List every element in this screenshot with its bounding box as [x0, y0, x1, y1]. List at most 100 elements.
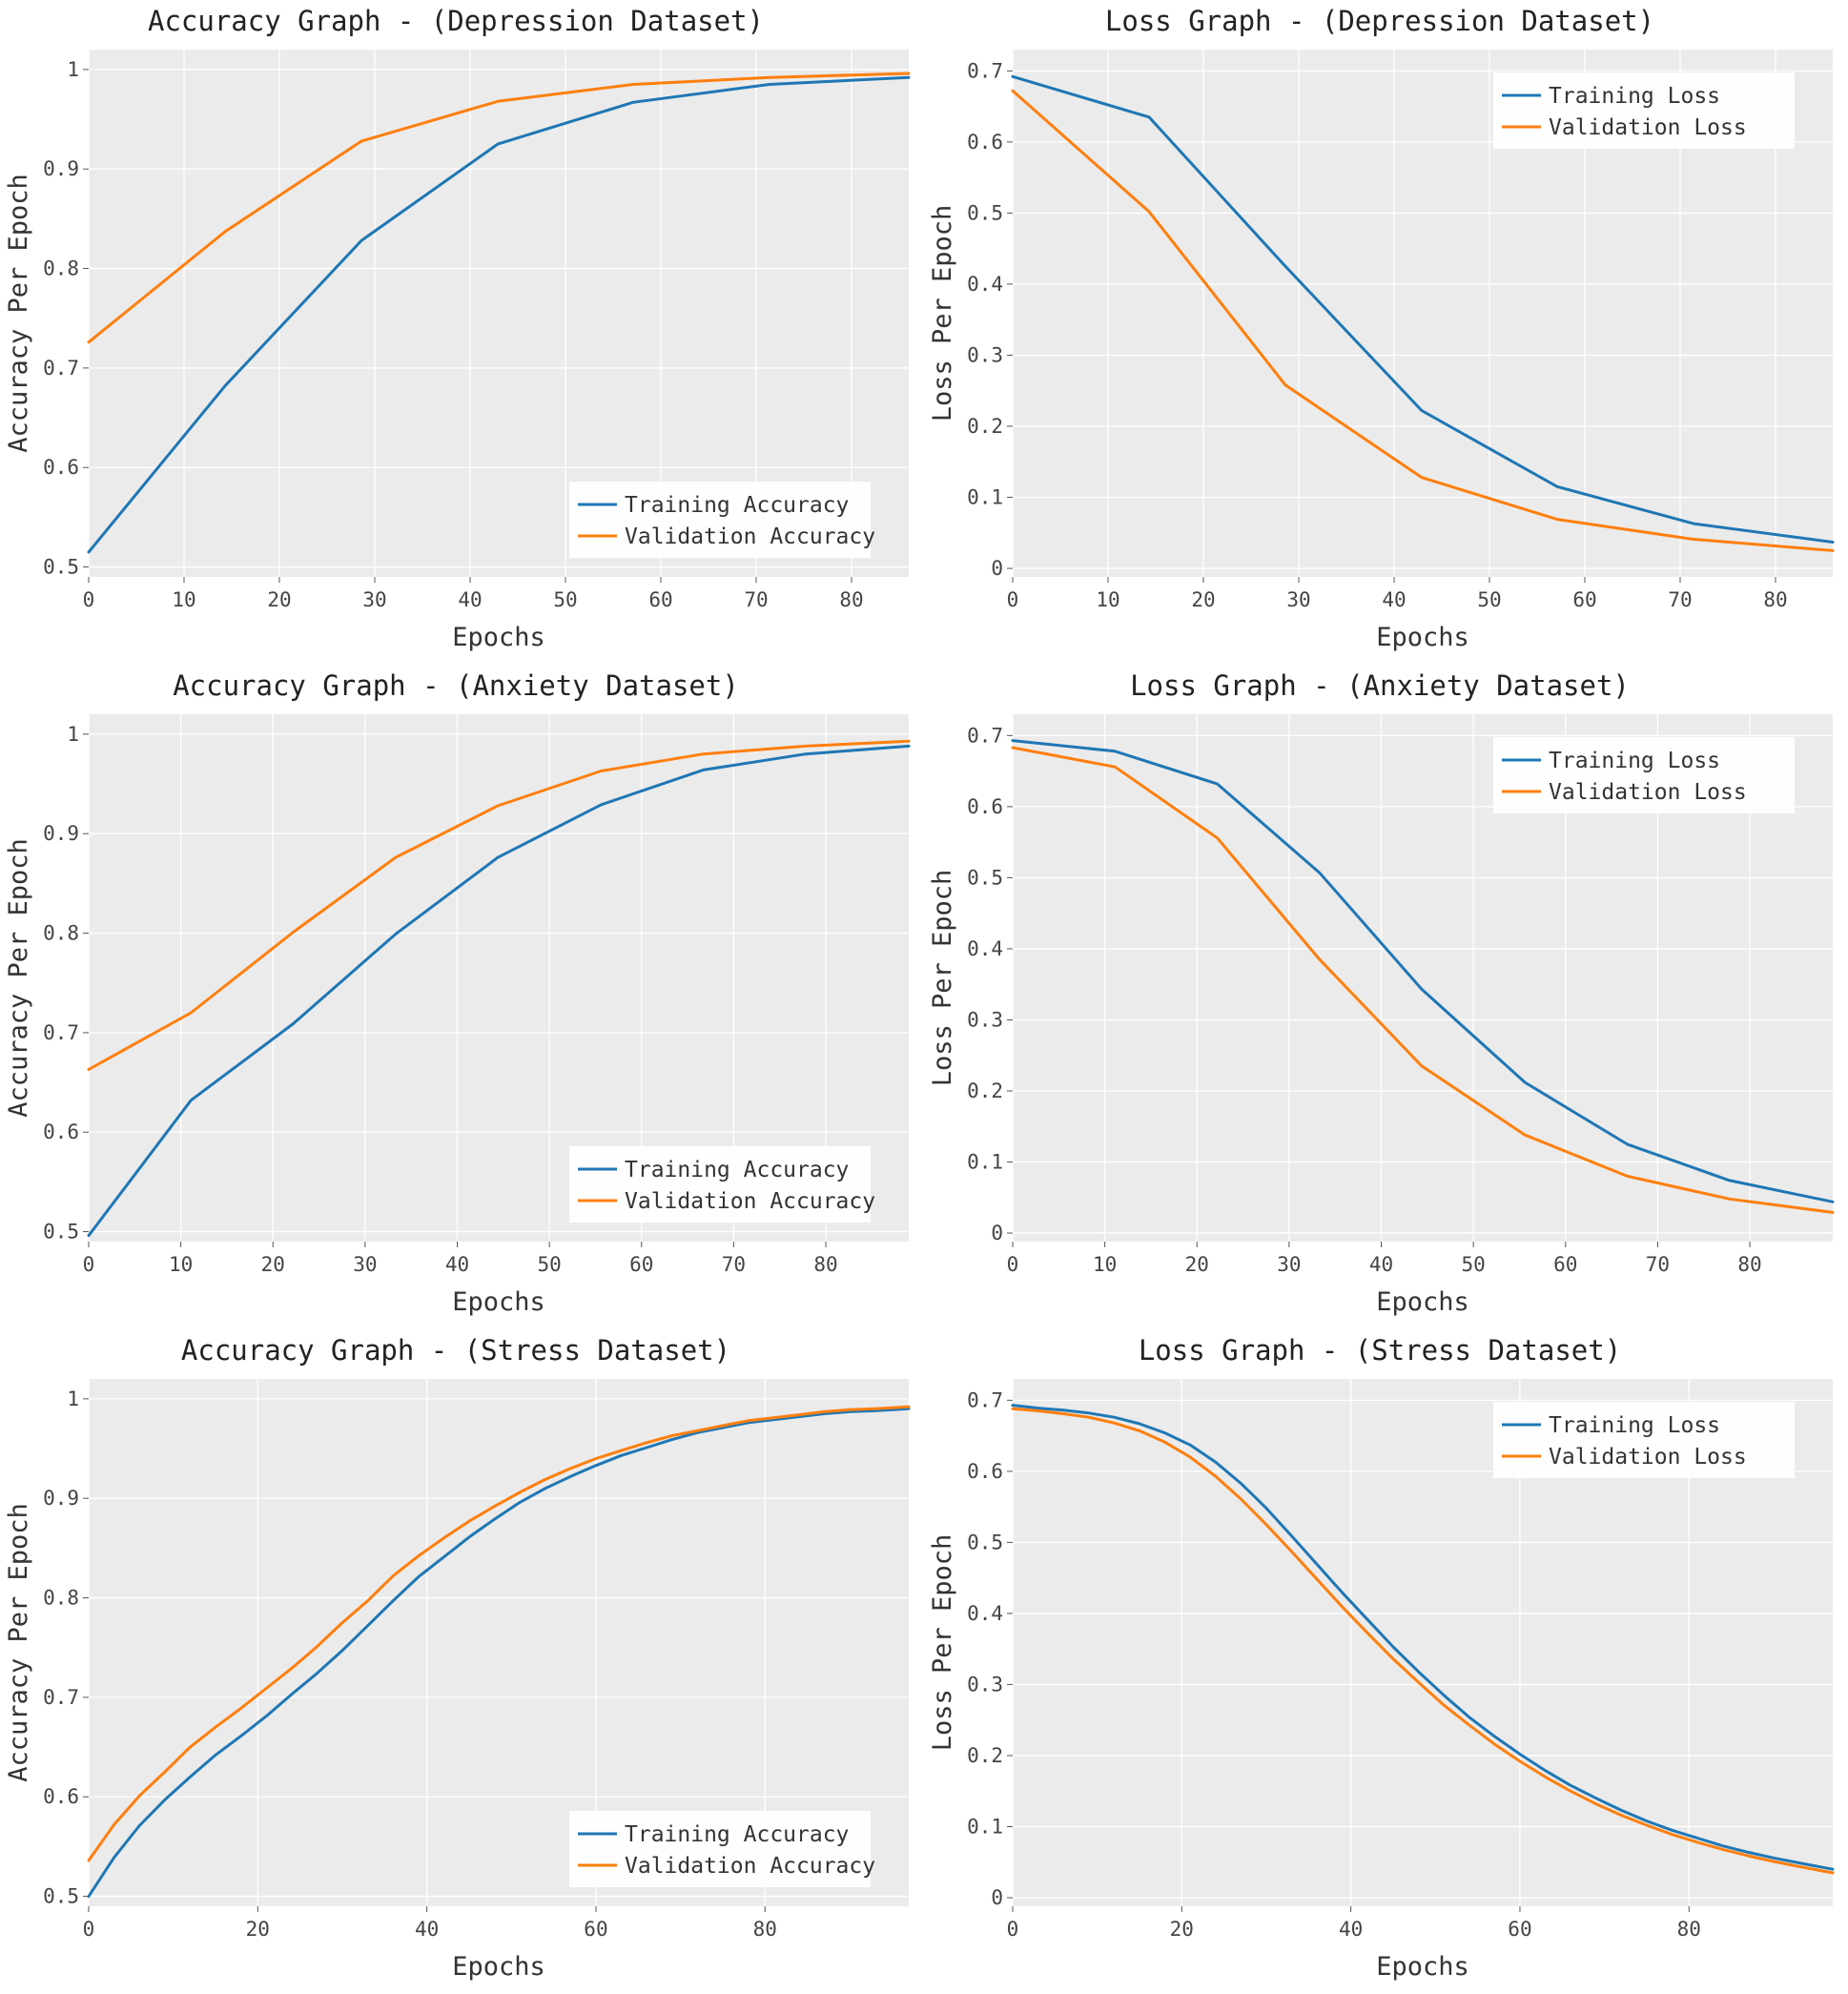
panel-accuracy-depression: 0 10 20 30 40 50 60 70 80 0.5 0.6 0.7 0.8 0.9 1 Accurac…: [0, 0, 924, 665]
x-tick-label: 60: [1553, 1253, 1577, 1276]
panel-accuracy-stress: 0 20 40 60 80 0.5 0.6 0.7 0.8 0.9 1 Accuracy Graph …: [0, 1329, 924, 1994]
y-tick-label: 0.7: [967, 724, 1003, 747]
x-tick-label: 80: [1737, 1253, 1761, 1276]
y-tick-label: 1: [67, 58, 79, 81]
x-tick-label: 20: [1170, 1918, 1194, 1941]
x-tick-label: 10: [1093, 1253, 1117, 1276]
y-tick-label: 0.8: [43, 922, 79, 945]
chart-svg: 0 10 20 30 40 50 60 70 80 0.5 0.6 0.7 0.8 0.9 1 Accurac…: [4, 669, 911, 1317]
chart-title: Accuracy Graph - (Depression Dataset): [148, 5, 764, 37]
x-axis-label: Epochs: [452, 623, 545, 652]
y-tick-label: 0.9: [43, 822, 79, 845]
y-tick-label: 0.2: [967, 1744, 1003, 1767]
x-tick-label: 60: [584, 1918, 607, 1941]
legend-label-training-accuracy: Training Accuracy: [625, 1822, 849, 1847]
series-line-training-loss: [1011, 74, 1835, 544]
y-tick-label: 0: [991, 1222, 1003, 1244]
y-tick-label: 0.5: [43, 556, 79, 579]
chart-svg: 0 10 20 30 40 50 60 70 80 0.5 0.6 0.7 0.8 0.9 1 Accurac…: [4, 5, 911, 652]
x-tick-label: 30: [362, 588, 386, 611]
y-tick-label: 0.9: [43, 157, 79, 180]
y-tick-label: 0.4: [967, 1602, 1003, 1625]
chart-title: Loss Graph - (Anxiety Dataset): [1130, 669, 1630, 702]
y-tick-label: 0.3: [967, 343, 1003, 366]
x-tick-label: 60: [648, 588, 672, 611]
x-tick-label: 30: [1277, 1253, 1301, 1276]
y-axis-label: Loss Per Epoch: [928, 870, 957, 1087]
y-tick-label: 0.9: [43, 1487, 79, 1510]
series-line-validation-accuracy: [87, 1405, 911, 1862]
y-tick-label: 0.5: [967, 1531, 1003, 1553]
y-tick-label: 0.3: [967, 1673, 1003, 1696]
y-tick-label: 0.1: [967, 1151, 1003, 1174]
y-axis-label: Accuracy Per Epoch: [4, 174, 33, 453]
x-axis-label: Epochs: [1376, 1287, 1469, 1317]
chart-svg: 0 20 40 60 80 0 0.1 0.2 0.3 0.4 0.5 0.6 0.7 Loss Grap…: [928, 1334, 1835, 1982]
y-tick-label: 0.1: [967, 1816, 1003, 1839]
x-tick-label: 0: [1007, 1253, 1019, 1276]
legend-label-validation-accuracy: Validation Accuracy: [625, 1854, 875, 1879]
y-tick-label: 0.5: [43, 1885, 79, 1908]
legend-box: [1493, 737, 1795, 813]
legend: Training Loss Validation Loss: [1493, 1402, 1795, 1478]
x-axis-label: Epochs: [1376, 623, 1469, 652]
x-tick-label: 20: [261, 1253, 285, 1276]
x-tick-label: 70: [722, 1253, 746, 1276]
y-tick-label: 0.8: [43, 1587, 79, 1610]
x-tick-label: 0: [1007, 588, 1019, 611]
y-tick-label: 0.6: [967, 795, 1003, 818]
chart-title: Loss Graph - (Stress Dataset): [1139, 1334, 1621, 1367]
legend-box: [1493, 1402, 1795, 1478]
x-tick-label: 80: [753, 1918, 777, 1941]
legend: Training Accuracy Validation Accuracy: [569, 1811, 875, 1887]
series-line-training-accuracy: [87, 75, 911, 554]
series-line-training-accuracy: [87, 1407, 911, 1899]
panel-accuracy-anxiety: 0 10 20 30 40 50 60 70 80 0.5 0.6 0.7 0.8 0.9 1 Accurac…: [0, 665, 924, 1329]
y-axis-label: Accuracy Per Epoch: [4, 1503, 33, 1782]
y-axis-label: Loss Per Epoch: [928, 1534, 957, 1752]
x-tick-label: 20: [1191, 588, 1215, 611]
x-axis-label: Epochs: [1376, 1952, 1469, 1982]
legend-label-training-accuracy: Training Accuracy: [625, 493, 849, 518]
chart-title: Loss Graph - (Depression Dataset): [1105, 5, 1654, 37]
panel-loss-stress: 0 20 40 60 80 0 0.1 0.2 0.3 0.4 0.5 0.6 0.7 Loss Grap…: [924, 1329, 1848, 1994]
legend-label-training-loss: Training Loss: [1549, 749, 1720, 773]
x-tick-label: 70: [744, 588, 768, 611]
x-tick-label: 40: [458, 588, 482, 611]
x-tick-label: 80: [1677, 1918, 1701, 1941]
chart-title: Accuracy Graph - (Anxiety Dataset): [173, 669, 739, 702]
legend: Training Loss Validation Loss: [1493, 72, 1795, 149]
series-line-validation-loss: [1011, 89, 1835, 552]
x-tick-label: 70: [1646, 1253, 1670, 1276]
x-tick-label: 40: [1382, 588, 1406, 611]
y-tick-label: 0.5: [43, 1221, 79, 1244]
y-tick-label: 0.5: [967, 866, 1003, 889]
panel-loss-anxiety: 0 10 20 30 40 50 60 70 80 0 0.1 0.2 0.3 0.4 0.5 0.6 0.7 L…: [924, 665, 1848, 1329]
x-tick-label: 80: [1763, 588, 1787, 611]
x-tick-label: 30: [353, 1253, 377, 1276]
x-axis-label: Epochs: [452, 1952, 545, 1982]
series-line-training-loss: [1011, 1404, 1835, 1871]
x-tick-label: 40: [445, 1253, 469, 1276]
y-tick-label: 0.7: [43, 357, 79, 380]
legend: Training Accuracy Validation Accuracy: [569, 482, 875, 558]
legend-label-training-accuracy: Training Accuracy: [625, 1158, 849, 1182]
legend-box: [1493, 72, 1795, 149]
legend-label-validation-loss: Validation Loss: [1549, 115, 1747, 140]
x-tick-label: 30: [1286, 588, 1310, 611]
legend-box: [569, 1146, 871, 1223]
y-tick-label: 0.5: [967, 201, 1003, 224]
y-tick-label: 1: [67, 1388, 79, 1410]
x-tick-label: 80: [839, 588, 863, 611]
y-tick-label: 1: [67, 723, 79, 746]
x-tick-label: 10: [172, 588, 195, 611]
series-line-validation-accuracy: [87, 72, 911, 344]
chart-svg: 0 10 20 30 40 50 60 70 80 0 0.1 0.2 0.3 0.4 0.5 0.6 0.7 L…: [928, 669, 1835, 1317]
legend-label-validation-loss: Validation Loss: [1549, 1445, 1747, 1470]
panel-loss-depression: 0 10 20 30 40 50 60 70 80 0 0.1 0.2 0.3 0.4 0.5 0.6 0.7 L…: [924, 0, 1848, 665]
x-tick-label: 20: [246, 1918, 270, 1941]
chart-title: Accuracy Graph - (Stress Dataset): [181, 1334, 730, 1367]
y-tick-label: 0.4: [967, 273, 1003, 296]
legend: Training Accuracy Validation Accuracy: [569, 1146, 875, 1223]
